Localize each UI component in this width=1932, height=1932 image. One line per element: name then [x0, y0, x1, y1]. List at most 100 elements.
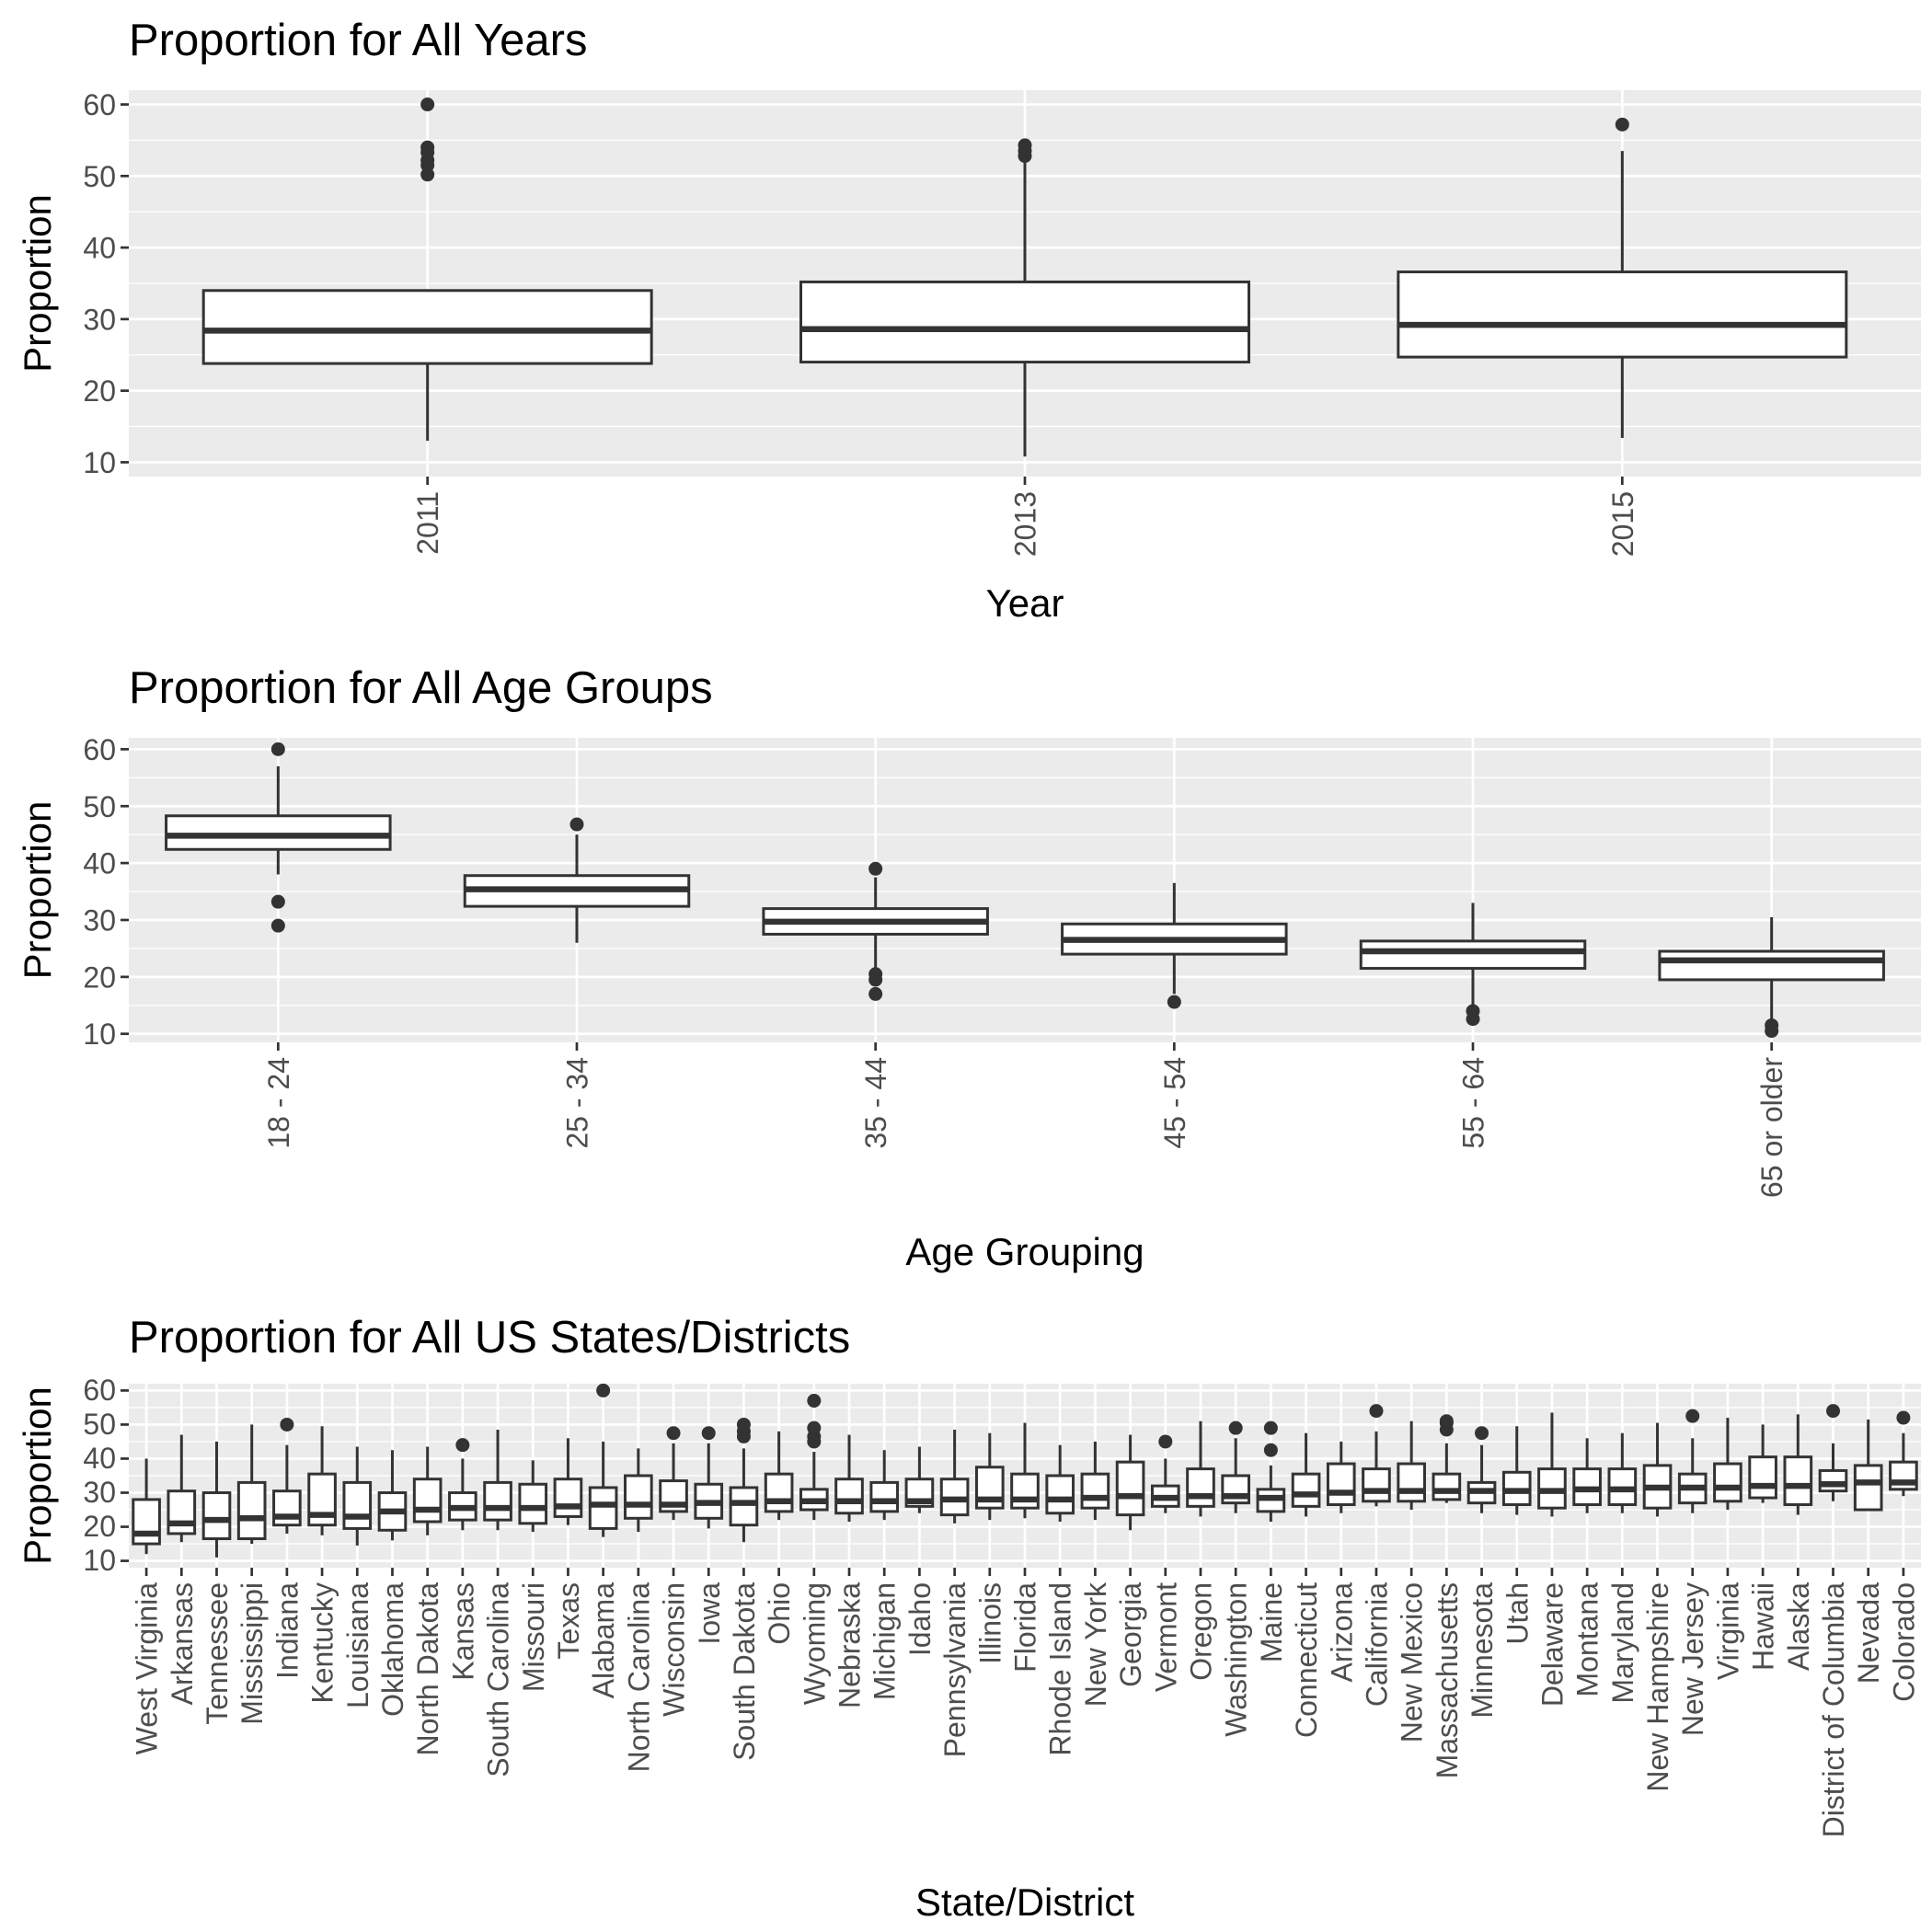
box-virginia: [1713, 1418, 1742, 1511]
box-pennsylvania: [939, 1430, 970, 1524]
box-wisconsin: [659, 1426, 688, 1521]
box-alaska: [1783, 1414, 1813, 1515]
x-tick-label-tennessee: Tennessee: [201, 1582, 234, 1725]
x-tick-label-north-carolina: North Carolina: [622, 1582, 655, 1773]
x-tick-label-35-44: 35 - 44: [859, 1057, 892, 1149]
chart-title: Proportion for All US States/Districts: [129, 1313, 850, 1363]
x-tick-label-south-carolina: South Carolina: [482, 1582, 515, 1777]
box-2013: [799, 138, 1250, 457]
outlier-point: [1369, 1404, 1384, 1419]
x-tick-label-delaware: Delaware: [1535, 1582, 1569, 1707]
box-district-of-columbia: [1818, 1404, 1848, 1501]
x-tick-label-connecticut: Connecticut: [1290, 1582, 1323, 1738]
x-tick-label-55-64: 55 - 64: [1457, 1057, 1490, 1149]
box-hawaii: [1748, 1424, 1777, 1503]
outlier-point: [868, 986, 883, 1001]
box-south-carolina: [483, 1430, 512, 1531]
iqr-box: [1397, 1462, 1426, 1503]
box-55-64: [1359, 903, 1587, 1027]
box-utah: [1501, 1426, 1532, 1515]
x-tick-label-massachusetts: Massachusetts: [1431, 1582, 1464, 1778]
iqr-box: [201, 289, 653, 365]
x-axis-title: State/District: [915, 1880, 1134, 1924]
outlier-point: [701, 1426, 716, 1441]
x-tick-label-michigan: Michigan: [868, 1582, 902, 1700]
x-tick-label-north-dakota: North Dakota: [411, 1582, 444, 1756]
y-tick-label: 40: [83, 1442, 116, 1475]
iqr-box: [165, 814, 392, 851]
y-tick-label: 60: [83, 1374, 116, 1407]
outlier-point: [1158, 1434, 1173, 1449]
x-axis-title: Year: [986, 581, 1064, 625]
x-tick-label-colorado: Colorado: [1887, 1582, 1920, 1702]
iqr-box: [167, 1489, 197, 1535]
outlier-point: [1167, 995, 1181, 1009]
x-tick-label-alaska: Alaska: [1782, 1582, 1815, 1671]
outlier-point: [1685, 1409, 1700, 1423]
x-tick-label-rhode-island: Rhode Island: [1044, 1582, 1077, 1756]
box-minnesota: [1466, 1426, 1497, 1513]
y-tick-label: 30: [83, 904, 116, 937]
outlier-point: [1826, 1404, 1841, 1419]
box-washington: [1221, 1420, 1250, 1513]
box-connecticut: [1291, 1432, 1321, 1517]
iqr-box: [553, 1478, 583, 1518]
iqr-box: [729, 1486, 759, 1527]
y-tick-label: 10: [83, 1544, 116, 1577]
iqr-box: [1658, 949, 1885, 982]
x-tick-label-georgia: Georgia: [1114, 1582, 1147, 1687]
chart-title: Proportion for All Age Groups: [129, 663, 713, 713]
x-tick-label-kansas: Kansas: [446, 1582, 479, 1681]
iqr-box: [588, 1486, 618, 1530]
x-tick-label-south-dakota: South Dakota: [728, 1582, 761, 1761]
box-nevada: [1853, 1419, 1883, 1512]
box-45-54: [1061, 882, 1288, 1009]
box-west-virginia: [132, 1458, 161, 1555]
outlier-point: [1765, 1024, 1779, 1039]
outlier-point: [270, 742, 285, 756]
x-tick-label-minnesota: Minnesota: [1466, 1582, 1499, 1719]
y-tick-label: 50: [83, 1408, 116, 1441]
iqr-box: [1115, 1460, 1145, 1517]
outlier-point: [270, 918, 285, 933]
outlier-point: [1439, 1414, 1454, 1429]
iqr-box: [834, 1478, 864, 1515]
y-tick-label: 60: [83, 88, 116, 121]
x-tick-label-kentucky: Kentucky: [306, 1582, 339, 1704]
x-tick-label-washington: Washington: [1220, 1582, 1253, 1737]
y-tick-label: 10: [83, 1018, 116, 1051]
iqr-box: [1748, 1455, 1777, 1500]
iqr-box: [1045, 1474, 1075, 1515]
box-michigan: [869, 1450, 900, 1521]
x-tick-label-utah: Utah: [1501, 1582, 1534, 1645]
boxplots: [132, 1383, 1918, 1558]
box-nebraska: [834, 1434, 864, 1522]
y-axis-title: Proportion: [16, 801, 59, 980]
x-tick-label-2011: 2011: [411, 491, 444, 555]
box-35-44: [762, 861, 989, 1001]
x-tick-label-illinois: Illinois: [973, 1582, 1006, 1664]
box-alabama: [588, 1383, 618, 1537]
x-tick-label-arkansas: Arkansas: [166, 1582, 199, 1705]
iqr-box: [518, 1482, 548, 1525]
outlier-point: [455, 1438, 470, 1453]
iqr-box: [1783, 1455, 1813, 1506]
box-illinois: [974, 1432, 1005, 1521]
iqr-box: [1359, 939, 1587, 971]
box-kentucky: [307, 1426, 337, 1535]
box-arizona: [1326, 1441, 1356, 1513]
box-mississippi: [236, 1424, 267, 1545]
iqr-box: [1397, 270, 1848, 359]
x-tick-label-wisconsin: Wisconsin: [658, 1582, 691, 1717]
x-tick-label-iowa: Iowa: [693, 1582, 726, 1645]
x-tick-label-idaho: Idaho: [903, 1582, 937, 1656]
outlier-point: [569, 817, 584, 832]
gridlines: [129, 738, 1921, 1042]
x-tick-label-arizona: Arizona: [1325, 1582, 1358, 1683]
x-tick-label-nevada: Nevada: [1852, 1582, 1885, 1685]
outlier-point: [280, 1417, 294, 1432]
x-tick-label-west-virginia: West Virginia: [131, 1582, 164, 1755]
